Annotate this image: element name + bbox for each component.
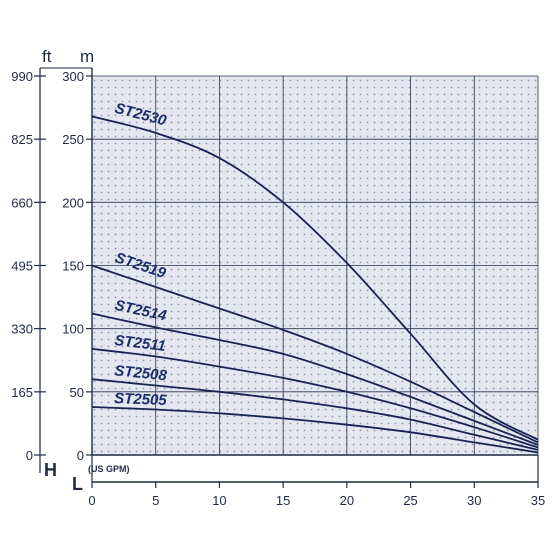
series-label-st2508: ST2508	[114, 362, 169, 384]
x-tick-label: 10	[212, 493, 226, 508]
x-tick-label: 5	[152, 493, 159, 508]
y-axis-m-ticks: 0 50 100 150 200 250 300	[62, 69, 92, 463]
y-tick-ft-label: 330	[11, 322, 33, 337]
series-label-st2511: ST2511	[114, 332, 167, 355]
y-tick-m-label: 250	[62, 132, 84, 147]
y-tick-m-label: 0	[77, 448, 84, 463]
x-tick-label: 0	[88, 493, 95, 508]
y-unit-ft-label: ft	[42, 47, 52, 66]
y-axis-ft-ticks: 0 165 330 495 660 825 990	[11, 69, 46, 463]
series-curves	[91, 115, 539, 454]
x-axis-letter: L	[72, 474, 83, 494]
y-tick-m-label: 300	[62, 69, 84, 84]
y-unit-m-label: m	[80, 47, 94, 66]
y-tick-ft-label: 165	[11, 385, 33, 400]
x-tick-label: 30	[467, 493, 481, 508]
x-tick-label: 35	[531, 493, 545, 508]
x-tick-label: 15	[276, 493, 290, 508]
y-tick-ft-label: 825	[11, 132, 33, 147]
series-line-st2519	[91, 264, 539, 444]
y-tick-m-label: 100	[62, 322, 84, 337]
series-line-st2530	[91, 115, 539, 441]
x-axis-ticks: 0 5 10 15 20 25 30 35	[88, 482, 545, 508]
series-line-st2511	[91, 348, 539, 449]
y-tick-m-label: 150	[62, 259, 84, 274]
x-unit-label: (US GPM)	[88, 464, 130, 474]
series-line-st2505	[91, 406, 539, 454]
series-label-st2505: ST2505	[114, 390, 168, 409]
axes	[39, 67, 539, 483]
x-tick-label: 25	[403, 493, 417, 508]
y-tick-ft-label: 495	[11, 259, 33, 274]
series-line-st2514	[91, 312, 539, 446]
series-line-st2508	[91, 378, 539, 451]
x-tick-label: 20	[340, 493, 354, 508]
y-tick-ft-label: 660	[11, 195, 33, 210]
y-axis-letter: H	[44, 460, 57, 480]
gridlines	[91, 75, 539, 456]
y-tick-ft-label: 0	[26, 448, 33, 463]
y-tick-m-label: 50	[70, 385, 84, 400]
y-tick-ft-label: 990	[11, 69, 33, 84]
y-tick-m-label: 200	[62, 195, 84, 210]
